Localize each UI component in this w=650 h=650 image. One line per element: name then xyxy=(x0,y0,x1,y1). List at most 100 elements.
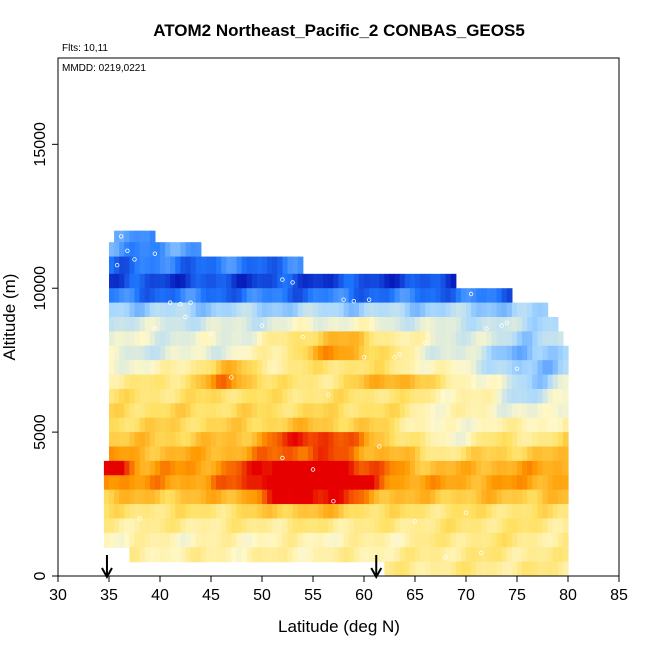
heatmap-cell xyxy=(144,388,151,404)
heatmap-cell xyxy=(409,331,416,347)
heatmap-cell xyxy=(119,489,125,505)
heatmap-cell xyxy=(109,345,115,361)
heatmap-cell xyxy=(154,374,161,390)
heatmap-cell xyxy=(532,360,538,376)
heatmap-cell xyxy=(522,432,528,448)
heatmap-cell xyxy=(420,460,426,476)
heatmap-cell xyxy=(389,288,396,304)
heatmap-cell xyxy=(506,302,513,318)
heatmap-cell xyxy=(246,417,253,433)
heatmap-cell xyxy=(200,475,207,491)
heatmap-cell xyxy=(119,317,125,332)
heatmap-cell xyxy=(297,331,304,347)
heatmap-cell xyxy=(394,460,401,476)
heatmap-cell xyxy=(200,460,207,476)
heatmap-cell xyxy=(119,374,125,390)
heatmap-cell xyxy=(501,388,508,404)
heatmap-cell xyxy=(481,489,487,505)
heatmap-cell xyxy=(384,561,391,577)
heatmap-cell xyxy=(170,345,176,361)
heatmap-cell xyxy=(409,532,416,548)
heatmap-cell xyxy=(241,547,248,563)
heatmap-cell xyxy=(180,504,187,520)
heatmap-cell xyxy=(236,256,243,275)
heatmap-cell xyxy=(420,518,426,534)
heatmap-cell xyxy=(205,518,212,534)
heatmap-cell xyxy=(134,547,141,563)
heatmap-cell xyxy=(221,475,227,491)
heatmap-cell xyxy=(129,256,136,275)
heatmap-cell xyxy=(170,504,176,520)
heatmap-cell xyxy=(506,388,513,404)
heatmap-cell xyxy=(149,460,156,476)
heatmap-cell xyxy=(160,403,166,419)
heatmap-cell xyxy=(313,532,319,548)
heatmap-cell xyxy=(522,317,528,332)
heatmap-cell xyxy=(190,360,197,376)
heatmap-cell xyxy=(527,345,533,361)
heatmap-cell xyxy=(552,446,559,462)
heatmap-cell xyxy=(364,432,370,448)
heatmap-cell xyxy=(267,489,273,505)
heatmap-cell xyxy=(486,475,493,491)
heatmap-cell xyxy=(394,374,401,390)
heatmap-cell xyxy=(226,432,232,448)
heatmap-cell xyxy=(154,331,161,347)
heatmap-cell xyxy=(328,360,334,376)
heatmap-cell xyxy=(552,403,559,419)
heatmap-cell xyxy=(109,374,115,390)
heatmap-cell xyxy=(221,374,227,390)
heatmap-cell xyxy=(557,446,564,462)
heatmap-cell xyxy=(165,547,171,563)
heatmap-cell xyxy=(450,417,457,433)
heatmap-cell xyxy=(160,288,166,304)
heatmap-cell xyxy=(109,288,115,304)
heatmap-cell xyxy=(211,360,217,376)
heatmap-cell xyxy=(348,331,355,347)
heatmap-cell xyxy=(364,345,370,361)
heatmap-cell xyxy=(211,273,217,289)
heatmap-cell xyxy=(389,518,396,534)
heatmap-cell xyxy=(323,504,329,520)
heatmap-cell xyxy=(348,532,355,548)
heatmap-cell xyxy=(537,388,544,404)
heatmap-cell xyxy=(394,432,401,448)
heatmap-cell xyxy=(420,288,426,304)
heatmap-cell xyxy=(353,302,360,318)
heatmap-cell xyxy=(476,403,482,419)
heatmap-cell xyxy=(491,446,498,462)
heatmap-cell xyxy=(450,403,457,419)
heatmap-cell xyxy=(124,360,130,376)
heatmap-cell xyxy=(455,432,462,448)
heatmap-cell xyxy=(170,374,176,390)
heatmap-cell xyxy=(343,273,350,289)
heatmap-cell xyxy=(460,360,467,376)
heatmap-cell xyxy=(165,360,171,376)
heatmap-cell xyxy=(287,403,294,419)
heatmap-cell xyxy=(435,460,442,476)
heatmap-cell xyxy=(455,417,462,433)
heatmap-cell xyxy=(547,532,554,548)
heatmap-cell xyxy=(364,532,370,548)
heatmap-cell xyxy=(318,532,324,548)
heatmap-cell xyxy=(200,388,207,404)
heatmap-cell xyxy=(471,388,477,404)
heatmap-cell xyxy=(338,489,345,505)
heatmap-cell xyxy=(506,331,513,347)
heatmap-cell xyxy=(318,288,324,304)
heatmap-cell xyxy=(282,504,289,520)
heatmap-cell xyxy=(348,302,355,318)
heatmap-cell xyxy=(272,360,278,376)
heatmap-cell xyxy=(195,388,202,404)
heatmap-cell xyxy=(338,403,345,419)
heatmap-cell xyxy=(287,374,294,390)
heatmap-cell xyxy=(236,475,243,491)
heatmap-cell xyxy=(389,388,396,404)
heatmap-cell xyxy=(420,360,426,376)
heatmap-cell xyxy=(109,360,115,376)
heatmap-cell xyxy=(486,302,493,318)
heatmap-cell xyxy=(389,460,396,476)
heatmap-cell xyxy=(379,417,385,433)
heatmap-cell xyxy=(343,432,350,448)
heatmap-cell xyxy=(450,532,457,548)
